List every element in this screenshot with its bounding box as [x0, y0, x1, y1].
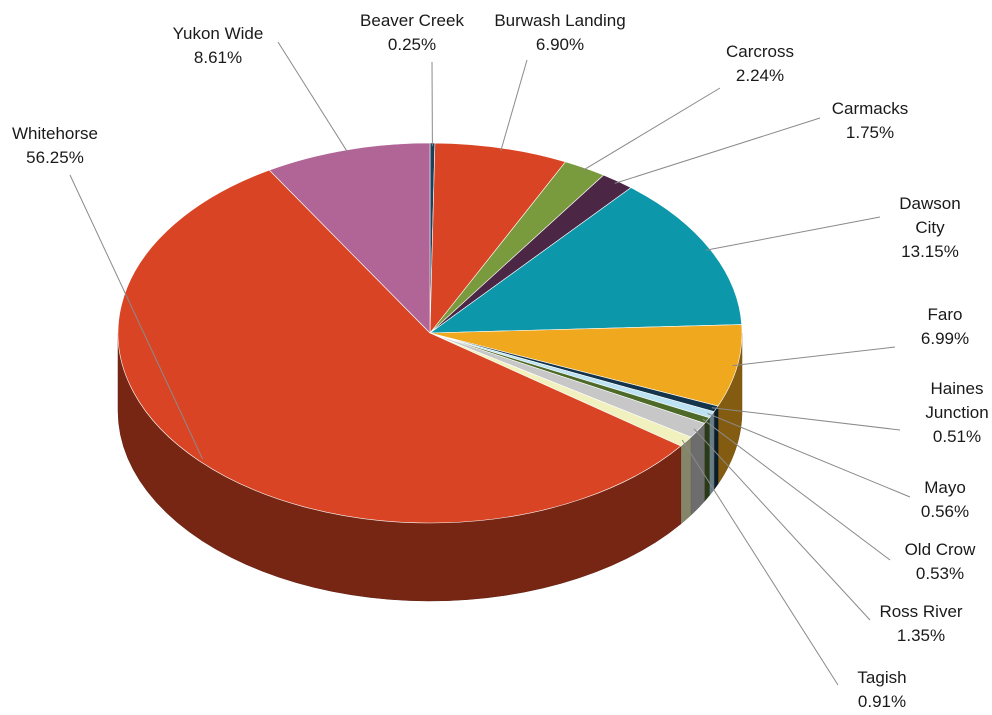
- slice-label-haines-junction-line-1: Haines: [931, 379, 984, 398]
- slice-label-dawson-city-line-2: City: [915, 218, 945, 237]
- leader-line-dawson-city: [705, 216, 881, 251]
- slice-value-faro: 6.99%: [921, 329, 969, 348]
- leader-lines: [69, 41, 911, 686]
- slice-label-old-crow: Old Crow: [905, 540, 977, 559]
- slice-value-haines-junction: 0.51%: [933, 427, 981, 446]
- slice-value-burwash-landing: 6.90%: [536, 35, 584, 54]
- pie-wall-ross-river: [690, 422, 705, 516]
- slice-label-burwash-landing: Burwash Landing: [494, 11, 625, 30]
- slice-label-carcross: Carcross: [726, 42, 794, 61]
- leader-line-tagish: [681, 439, 839, 686]
- slice-label-whitehorse: Whitehorse: [12, 124, 98, 143]
- slice-label-yukon-wide: Yukon Wide: [173, 24, 264, 43]
- slice-value-tagish: 0.91%: [858, 692, 906, 711]
- leader-line-yukon-wide: [277, 41, 349, 153]
- leader-line-carmacks: [614, 117, 821, 184]
- leader-line-whitehorse: [69, 174, 203, 460]
- slice-label-mayo: Mayo: [924, 478, 966, 497]
- leader-line-burwash-landing: [500, 59, 528, 152]
- slice-value-yukon-wide: 8.61%: [194, 48, 242, 67]
- slice-label-tagish: Tagish: [857, 668, 906, 687]
- pie-slice-whitehorse: [117, 169, 682, 524]
- slice-label-beaver-creek: Beaver Creek: [360, 11, 464, 30]
- pie-wall-tagish: [680, 436, 692, 525]
- pie-wall-haines-junction: [713, 405, 719, 491]
- leader-line-old-crow: [702, 418, 891, 561]
- slice-value-beaver-creek: 0.25%: [388, 35, 436, 54]
- slice-value-mayo: 0.56%: [921, 502, 969, 521]
- leader-line-carcross: [582, 87, 721, 172]
- leader-line-mayo: [707, 412, 911, 498]
- slice-value-carmacks: 1.75%: [846, 123, 894, 142]
- leader-line-ross-river: [693, 428, 871, 621]
- slice-label-ross-river: Ross River: [879, 602, 962, 621]
- slice-labels: Beaver Creek 0.25% Burwash Landing 6.90% Car…: [12, 11, 989, 711]
- slice-label-faro: Faro: [928, 305, 963, 324]
- slice-label-carmacks: Carmacks: [832, 99, 909, 118]
- slice-value-carcross: 2.24%: [736, 66, 784, 85]
- leader-line-faro: [732, 346, 896, 367]
- slice-value-old-crow: 0.53%: [916, 564, 964, 583]
- slice-value-dawson-city: 13.15%: [901, 242, 959, 261]
- slice-value-ross-river: 1.35%: [897, 626, 945, 645]
- slice-value-whitehorse: 56.25%: [26, 148, 84, 167]
- leader-line-haines-junction: [711, 407, 901, 431]
- slice-label-dawson-city-line-1: Dawson: [899, 194, 960, 213]
- pie-side-wall: [117, 332, 743, 602]
- pie-wall-old-crow: [704, 416, 710, 502]
- pie-slice-faro: [429, 324, 743, 407]
- slice-label-haines-junction-line-2: Junction: [925, 403, 988, 422]
- pie-top-face: [117, 142, 743, 524]
